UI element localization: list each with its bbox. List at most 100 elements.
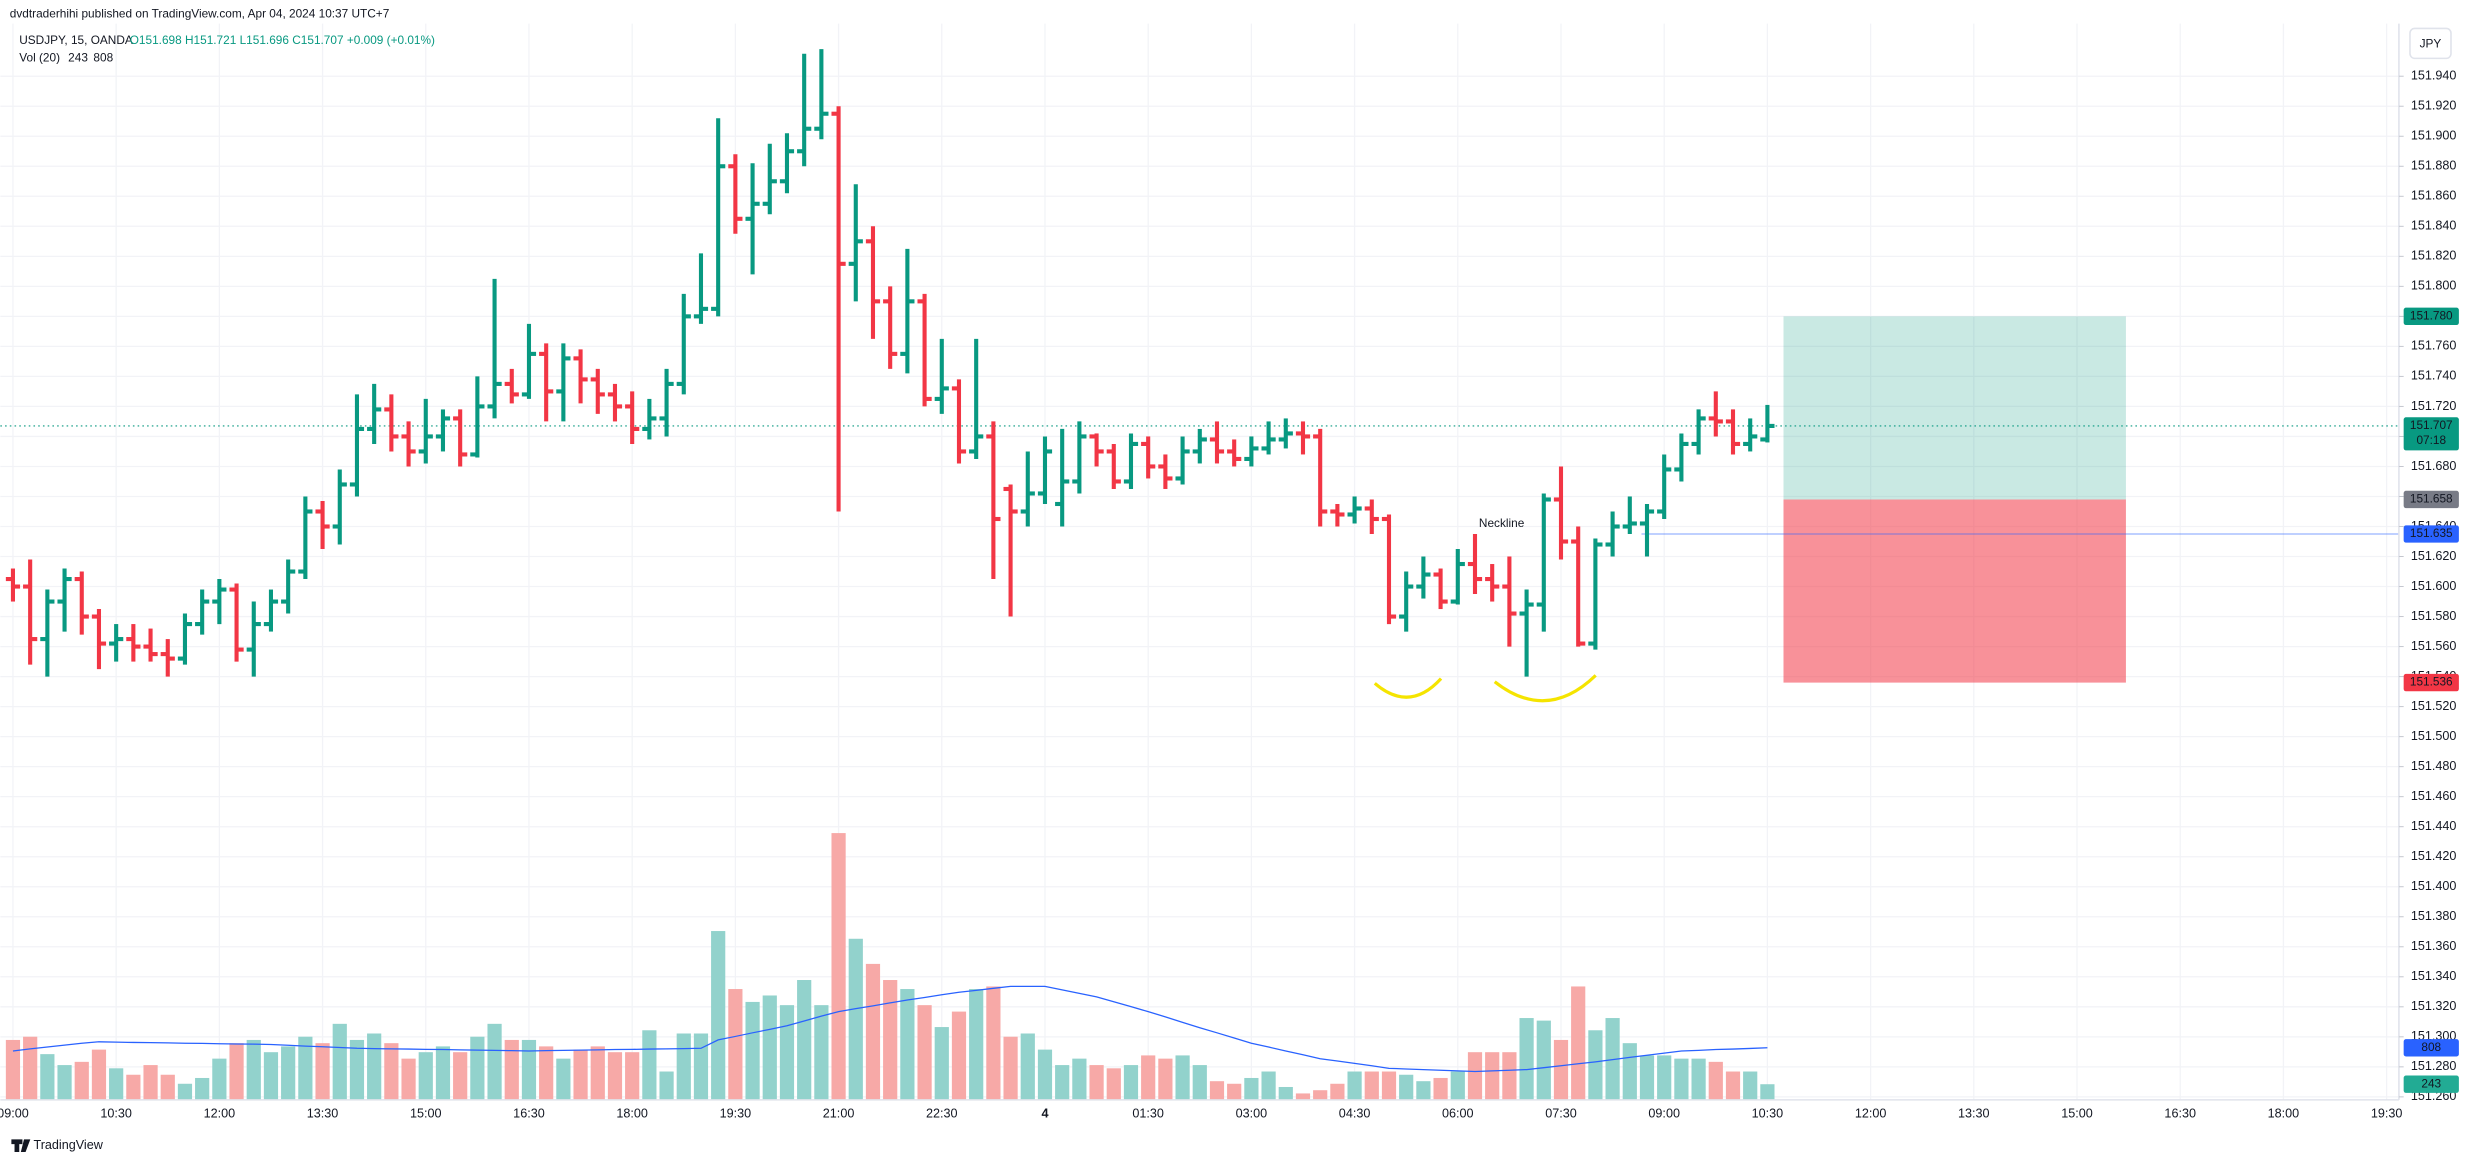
target-tag: 151.780 — [2410, 308, 2453, 322]
volume-bar — [1278, 1086, 1293, 1100]
volume-bar — [693, 1033, 709, 1100]
volume-bar — [5, 1039, 21, 1100]
price-bars — [5, 49, 1775, 677]
volume-bar — [1450, 1071, 1465, 1100]
volume-bar — [143, 1065, 158, 1100]
volume-bar — [1003, 1036, 1018, 1100]
y-tick-label: 151.460 — [2411, 789, 2457, 803]
volume-bar — [1416, 1081, 1431, 1100]
volume-bar — [487, 1023, 502, 1100]
volume-bar — [1037, 1049, 1053, 1100]
volume-ma-line — [12, 985, 1768, 1073]
volume-bar — [865, 963, 881, 1100]
x-tick-label: 06:00 — [1442, 1106, 1474, 1120]
y-tick-label: 151.280 — [2411, 1059, 2457, 1073]
volume-bar — [1347, 1071, 1362, 1100]
volume-bar — [1708, 1061, 1723, 1100]
volume-bar — [934, 1027, 949, 1100]
volume-bar — [1725, 1071, 1741, 1100]
brand: TradingView — [33, 1138, 103, 1152]
volume-ma-tag-bg — [2403, 1039, 2459, 1057]
close-value: C151.707 — [292, 33, 343, 47]
y-tick-label: 151.720 — [2411, 399, 2457, 413]
x-tick-label: 01:30 — [1132, 1106, 1164, 1120]
volume-ma-tag: 808 — [2421, 1040, 2441, 1054]
y-tick-label: 151.360 — [2411, 939, 2457, 953]
volume-bar — [848, 938, 863, 1100]
volume-bar — [1588, 1030, 1603, 1100]
y-tick-label: 151.680 — [2411, 459, 2457, 473]
x-tick-label: 10:30 — [1752, 1106, 1784, 1120]
y-tick-label: 151.740 — [2411, 369, 2457, 383]
volume-bar — [367, 1033, 382, 1100]
x-tick-label: 09:00 — [0, 1106, 29, 1120]
x-tick-label: 10:30 — [100, 1106, 132, 1120]
x-tick-label: 19:30 — [2371, 1106, 2403, 1120]
target-tag-bg — [2403, 307, 2459, 326]
x-tick-label: 21:00 — [823, 1106, 855, 1120]
volume-bar — [1020, 1033, 1035, 1100]
volume-bar — [1227, 1083, 1242, 1100]
volume-bar — [969, 989, 984, 1100]
y-tick-label: 151.500 — [2411, 729, 2457, 743]
volume-bar — [539, 1046, 554, 1100]
x-tick-label: 04:30 — [1339, 1106, 1371, 1120]
publisher: dvdtraderhihi published on TradingView.c… — [10, 6, 390, 20]
ohlc-legend: O151.698 H151.721 L151.696 C151.707 +0.0… — [130, 33, 435, 47]
volume-ma-value: 808 — [93, 51, 113, 65]
y-tick-label: 151.600 — [2411, 579, 2457, 593]
axes: 151.260151.280151.300151.320151.340151.3… — [0, 69, 2459, 1120]
x-tick-label: 09:00 — [1648, 1106, 1680, 1120]
volume-bar — [986, 986, 1001, 1100]
alert-tag: 151.635 — [2410, 526, 2453, 540]
volume-bar — [1674, 1058, 1689, 1100]
volume-bar — [1502, 1052, 1517, 1100]
x-tick-label: 12:00 — [1855, 1106, 1887, 1120]
volume-bar — [1364, 1071, 1379, 1100]
volume-bar — [349, 1039, 365, 1100]
x-tick-label: 18:00 — [616, 1106, 648, 1120]
volume-bar — [1192, 1065, 1207, 1100]
y-tick-label: 151.480 — [2411, 759, 2457, 773]
volume-bar — [521, 1039, 537, 1100]
volume-bar — [711, 931, 726, 1100]
volume-bar — [1295, 1093, 1311, 1100]
volume-bar — [900, 989, 915, 1100]
x-tick-label: 15:00 — [2061, 1106, 2093, 1120]
volume-bar — [212, 1058, 227, 1100]
volume-bar — [676, 1033, 691, 1100]
currency-button[interactable] — [2409, 27, 2452, 60]
volume-bar — [401, 1058, 416, 1100]
y-tick-label: 151.340 — [2411, 969, 2457, 983]
volume-bar — [607, 1052, 623, 1100]
volume-bar — [160, 1074, 175, 1100]
y-tick-label: 151.420 — [2411, 849, 2457, 863]
change-value: +0.009 (+0.01%) — [347, 33, 435, 47]
currency-label[interactable]: JPY — [2420, 36, 2442, 50]
profit-zone — [1783, 316, 2126, 500]
volume-bar — [1072, 1058, 1087, 1100]
volume-bar — [1158, 1058, 1173, 1100]
y-tick-label: 151.940 — [2411, 69, 2457, 83]
volume-pane — [5, 833, 1775, 1100]
y-tick-label: 151.820 — [2411, 249, 2457, 263]
volume-bar — [1381, 1071, 1397, 1100]
y-tick-label: 151.760 — [2411, 339, 2457, 353]
volume-bar — [298, 1036, 313, 1100]
y-tick-label: 151.800 — [2411, 279, 2457, 293]
volume-bar — [91, 1049, 107, 1100]
volume-bar — [453, 1052, 468, 1100]
volume-bar — [1657, 1055, 1672, 1100]
x-tick-label: 4 — [1041, 1106, 1048, 1120]
volume-bar — [1244, 1077, 1259, 1100]
volume-bar — [195, 1077, 210, 1100]
y-tick-label: 151.400 — [2411, 879, 2457, 893]
volume-bar — [1743, 1071, 1758, 1100]
x-tick-label: 15:00 — [410, 1106, 442, 1120]
volume-bar — [109, 1068, 124, 1100]
y-tick-label: 151.860 — [2411, 189, 2457, 203]
y-tick-label: 151.900 — [2411, 129, 2457, 143]
volume-bar — [1605, 1018, 1620, 1100]
volume-bar — [728, 989, 743, 1100]
stop-tag-bg — [2403, 673, 2459, 692]
